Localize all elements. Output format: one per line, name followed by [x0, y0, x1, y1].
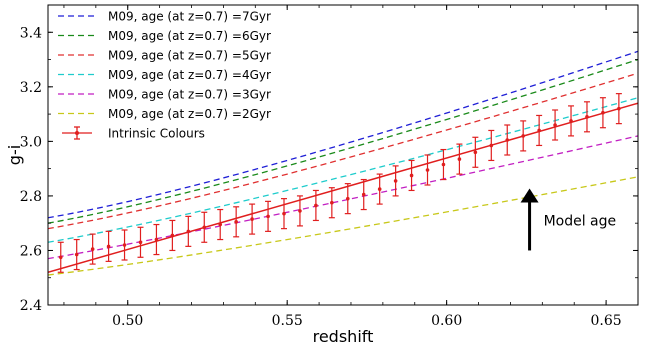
- legend-errorbar-point: [75, 131, 79, 135]
- x-tick-label-3: 0.60: [431, 313, 462, 329]
- data-point-11: [218, 222, 223, 227]
- data-point-34: [585, 115, 589, 119]
- y-tick-label-3: 2.8: [20, 189, 42, 205]
- legend-label-4: M09, age (at z=0.7) =4Gyr: [108, 68, 271, 82]
- data-point-18: [330, 200, 334, 205]
- data-point-26: [457, 157, 462, 161]
- x-axis-label: redshift: [313, 327, 374, 346]
- data-point-12: [234, 220, 238, 224]
- data-point-29: [505, 138, 510, 142]
- data-point-32: [553, 123, 557, 127]
- model-age-arrow-head: [520, 188, 539, 203]
- model-line-6: [48, 176, 638, 276]
- data-point-35: [601, 110, 605, 115]
- legend-label-3: M09, age (at z=0.7) =5Gyr: [108, 49, 271, 63]
- data-point-2: [74, 252, 79, 257]
- data-point-13: [250, 217, 254, 221]
- data-point-15: [282, 211, 286, 216]
- data-point-27: [473, 150, 478, 155]
- x-tick-label-1: 0.50: [112, 313, 143, 329]
- data-point-33: [569, 119, 573, 123]
- data-point-5: [122, 243, 127, 247]
- y-axis-label: g-i: [5, 145, 24, 165]
- model-age-annotation: Model age: [520, 188, 617, 251]
- x-tick-label-2: 0.55: [272, 313, 303, 329]
- data-point-19: [345, 196, 350, 201]
- data-point-22: [393, 179, 398, 183]
- legend-label-5: M09, age (at z=0.7) =3Gyr: [108, 88, 271, 102]
- data-point-3: [90, 247, 95, 251]
- data-point-6: [138, 240, 143, 245]
- legend-label-6: M09, age (at z=0.7) =2Gyr: [108, 107, 271, 121]
- y-tick-label-2: 2.6: [20, 243, 42, 259]
- data-point-28: [489, 143, 494, 148]
- data-point-31: [537, 128, 541, 133]
- data-point-20: [361, 192, 366, 197]
- data-point-24: [425, 168, 430, 172]
- data-point-8: [170, 233, 175, 238]
- model-age-label: Model age: [544, 213, 617, 229]
- data-point-21: [377, 187, 382, 191]
- y-tick-label-6: 3.4: [20, 25, 42, 41]
- data-point-17: [314, 203, 318, 208]
- legend-label-intrinsic: Intrinsic Colours: [108, 127, 205, 141]
- y-tick-label-5: 3.2: [20, 80, 42, 96]
- data-point-4: [106, 244, 111, 249]
- data-point-30: [521, 134, 525, 138]
- y-tick-label-4: 3.0: [20, 134, 42, 150]
- data-point-23: [409, 173, 414, 178]
- data-point-14: [266, 214, 270, 219]
- data-point-10: [202, 225, 207, 230]
- data-point-36: [617, 106, 621, 111]
- data-point-16: [298, 209, 302, 213]
- legend-label-2: M09, age (at z=0.7) =6Gyr: [108, 29, 271, 43]
- x-tick-label-4: 0.65: [591, 313, 622, 329]
- data-point-7: [154, 237, 159, 242]
- legend-label-1: M09, age (at z=0.7) =7Gyr: [108, 10, 271, 24]
- axis-ticks: 2.4 2.6 2.8 3.0 3.2 3.4 0.50 0.55 0.60 0.65: [20, 4, 639, 329]
- data-point-9: [186, 229, 191, 234]
- plot-frame: [47, 4, 639, 306]
- data-point-25: [441, 162, 446, 167]
- y-tick-label-1: 2.4: [20, 298, 42, 314]
- model-line-2: [48, 58, 638, 224]
- plot-area: [48, 50, 638, 276]
- model-line-5: [48, 135, 638, 260]
- model-line-3: [48, 72, 638, 230]
- legend: M09, age (at z=0.7) =7Gyr M09, age (at z=…: [58, 10, 271, 141]
- data-point-1: [58, 255, 63, 260]
- model-line-4: [48, 97, 638, 243]
